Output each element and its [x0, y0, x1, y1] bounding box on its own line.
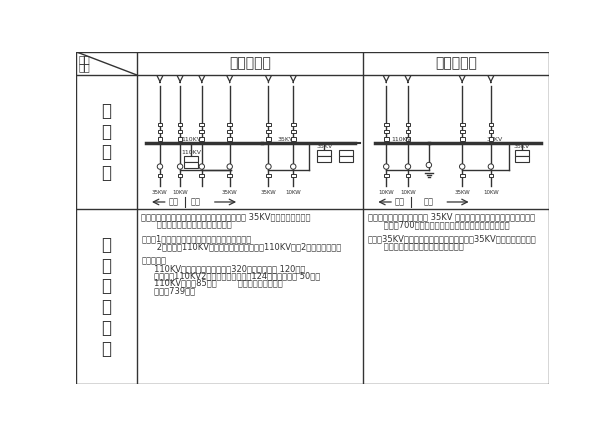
Text: 优点：一期接线简单，只有 35KV 一级电压，投资省？较方案一可减少: 优点：一期接线简单，只有 35KV 一级电压，投资省？较方案一可减少	[368, 213, 535, 222]
Bar	[291, 137, 296, 141]
Circle shape	[157, 164, 163, 169]
Text: 也可将电厂的剩余电力送入系统。: 也可将电厂的剩余电力送入系统。	[142, 220, 232, 229]
Bar	[406, 174, 411, 178]
Text: 35KW: 35KW	[454, 190, 470, 195]
Text: 项目: 项目	[79, 63, 90, 73]
Bar	[384, 174, 389, 178]
Bar	[178, 123, 182, 126]
Text: 缺点：35KV与系统连接较薄弱，若电厂先于35KV用户负荷投产时，: 缺点：35KV与系统连接较薄弱，若电厂先于35KV用户负荷投产时，	[368, 235, 536, 244]
Text: 10KW: 10KW	[172, 190, 188, 195]
Text: 110KV升压站：设备及安装费320万元，土建费 120万元: 110KV升压站：设备及安装费320万元，土建费 120万元	[142, 264, 306, 273]
Text: 一期: 一期	[423, 197, 434, 206]
Bar	[266, 174, 271, 178]
Text: 多余电力有可能无法送入电力系统。: 多余电力有可能无法送入电力系统。	[368, 242, 464, 251]
Bar	[460, 137, 465, 141]
Text: 原
则
接
线: 原 则 接 线	[101, 102, 112, 182]
Text: 缺点：1、需装设发电机出口断路器，价格较贵。: 缺点：1、需装设发电机出口断路器，价格较贵。	[142, 235, 251, 244]
Circle shape	[227, 164, 232, 169]
Bar	[406, 130, 411, 133]
Circle shape	[488, 164, 493, 169]
Bar	[184, 156, 198, 162]
Bar	[228, 130, 232, 133]
Bar	[228, 123, 232, 126]
Bar	[157, 130, 162, 133]
Bar	[489, 174, 493, 178]
Circle shape	[426, 162, 432, 168]
Text: 110KV: 110KV	[181, 137, 201, 142]
Text: 35KW: 35KW	[222, 190, 237, 195]
Circle shape	[266, 164, 271, 169]
Bar	[266, 130, 271, 133]
Bar	[339, 156, 353, 162]
Bar	[266, 123, 271, 126]
Bar	[291, 174, 296, 178]
Bar	[199, 174, 204, 178]
Bar	[199, 137, 204, 141]
Circle shape	[178, 164, 183, 169]
Circle shape	[459, 164, 465, 169]
Bar	[157, 123, 162, 126]
Text: 110KV: 110KV	[181, 150, 201, 155]
Circle shape	[384, 164, 389, 169]
Text: 二期: 二期	[168, 197, 179, 206]
Bar	[228, 137, 232, 141]
Bar	[157, 174, 162, 178]
Bar	[178, 174, 182, 178]
Bar	[184, 162, 198, 168]
Text: 35KV: 35KV	[316, 144, 332, 149]
Text: 一期: 一期	[191, 197, 201, 206]
Text: 35KW: 35KW	[152, 190, 168, 195]
Bar	[178, 130, 182, 133]
Text: 10KW: 10KW	[285, 190, 301, 195]
Text: 110KV线路：85万元        二次及安装费：万元: 110KV线路：85万元 二次及安装费：万元	[142, 279, 283, 288]
Text: 35KW: 35KW	[260, 190, 276, 195]
Text: 2、需建设110KV升压站一座，对副需扩建110KV间隔2个，投资较贵。: 2、需建设110KV升压站一座，对副需扩建110KV间隔2个，投资较贵。	[142, 242, 342, 251]
Bar	[291, 130, 296, 133]
Circle shape	[290, 164, 296, 169]
Bar	[384, 137, 389, 141]
Text: 10KW: 10KW	[400, 190, 416, 195]
Text: 技
术
经
济
比
较: 技 术 经 济 比 较	[101, 236, 112, 358]
Bar	[228, 174, 232, 178]
Bar	[406, 137, 411, 141]
Bar	[317, 149, 331, 156]
Bar	[266, 137, 271, 141]
Text: 方案？一？: 方案？一？	[229, 57, 271, 70]
Text: 方案？二？: 方案？二？	[435, 57, 477, 70]
Bar	[339, 149, 353, 156]
Text: 35KV: 35KV	[278, 137, 293, 142]
Bar	[489, 137, 493, 141]
Text: 10KW: 10KW	[378, 190, 394, 195]
Text: 优点：运行灵活，电厂任何运行方式，都可满足 35KV负荷的供电要求？: 优点：运行灵活，电厂任何运行方式，都可满足 35KV负荷的供电要求？	[142, 213, 311, 222]
Text: 对侧扩建110KV2间隔：设备及安装费124万元，土建费 50万元: 对侧扩建110KV2间隔：设备及安装费124万元，土建费 50万元	[142, 271, 321, 280]
Bar	[384, 130, 389, 133]
Text: 35KV: 35KV	[487, 137, 503, 142]
Bar	[515, 149, 529, 156]
Bar	[317, 156, 331, 162]
Circle shape	[199, 164, 204, 169]
Text: 二期: 二期	[395, 197, 405, 206]
Bar	[291, 123, 296, 126]
Bar	[460, 123, 465, 126]
Bar	[384, 123, 389, 126]
Text: 图示: 图示	[79, 54, 90, 64]
Bar	[157, 137, 162, 141]
Bar	[406, 123, 411, 126]
Text: 投资约700万元？。运行较灵活，能满足可靠性要求。: 投资约700万元？。运行较灵活，能满足可靠性要求。	[368, 220, 509, 229]
Text: 110KV: 110KV	[392, 137, 412, 142]
Bar	[489, 123, 493, 126]
Circle shape	[405, 164, 411, 169]
Bar	[178, 137, 182, 141]
Bar	[515, 156, 529, 162]
Bar	[489, 130, 493, 133]
Bar	[460, 130, 465, 133]
Bar	[460, 174, 465, 178]
Text: 合计：739万元: 合计：739万元	[142, 286, 195, 295]
Text: 经济比较：: 经济比较：	[142, 257, 167, 266]
Text: 10KW: 10KW	[483, 190, 499, 195]
Bar	[199, 123, 204, 126]
Bar	[199, 130, 204, 133]
Text: 35KV: 35KV	[514, 144, 530, 149]
